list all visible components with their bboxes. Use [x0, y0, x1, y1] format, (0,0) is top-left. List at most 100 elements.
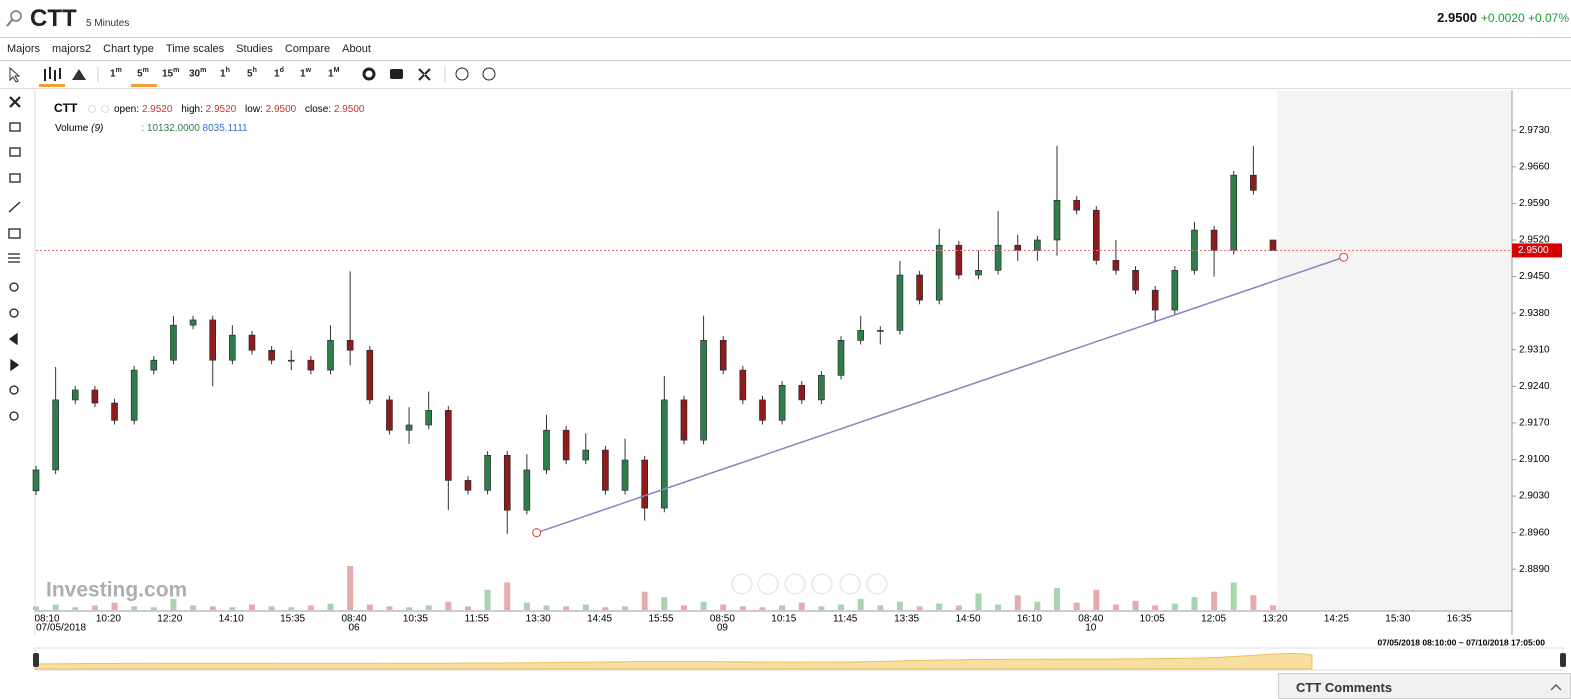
x-tick-label: 16:10 [1017, 614, 1042, 625]
settings[interactable] [362, 67, 376, 81]
timeframe-button[interactable]: 1w [300, 67, 311, 79]
timeframe-button[interactable]: 1h [220, 67, 230, 79]
tool[interactable] [9, 173, 21, 183]
legend-symbol: CTT [54, 101, 78, 115]
eye-icon[interactable] [88, 105, 96, 113]
volume-bar [484, 589, 491, 610]
y-tick-label: 2.9310 [1519, 344, 1550, 355]
timeframe-button[interactable]: 30m [189, 67, 206, 79]
menu-item[interactable]: Majors [7, 43, 41, 55]
tool[interactable] [9, 147, 21, 157]
timeframe-button[interactable]: 5h [247, 67, 257, 79]
volume-bar [327, 603, 334, 610]
volume-bar [170, 599, 177, 610]
trendline-handle [532, 528, 542, 538]
active-marker [39, 84, 65, 87]
timeframe-button[interactable]: 15m [162, 67, 179, 79]
timeframe-number: 30 [189, 68, 201, 80]
volume-bar [739, 606, 746, 610]
tool[interactable] [8, 332, 18, 346]
tool[interactable] [9, 411, 19, 421]
area-type[interactable] [72, 69, 86, 80]
timeframe-number: 1 [220, 68, 226, 80]
search-icon[interactable] [4, 8, 26, 30]
menu-bar: Majors majors2 Chart type Time scales Studie… [0, 38, 1571, 61]
x-tick-label: 15:30 [1385, 614, 1410, 625]
candle-body [994, 244, 1002, 271]
menu-item[interactable]: Studies [236, 43, 273, 55]
fullscreen[interactable] [418, 68, 431, 81]
comments-bar[interactable]: CTT Comments [1278, 673, 1571, 699]
volume-bar [1171, 603, 1178, 610]
navigator-handle[interactable] [33, 653, 39, 667]
timeframe-unit: d [279, 67, 284, 74]
label: Volume [55, 123, 89, 134]
navigator-handle[interactable] [1560, 653, 1566, 667]
tool-fib[interactable] [8, 253, 20, 263]
timeframe-unit: m [142, 67, 149, 74]
symbol: CTT [30, 5, 77, 32]
volume-bar [91, 605, 98, 610]
volume-bar [543, 605, 550, 610]
timeframe-unit: m [173, 67, 180, 74]
tool[interactable] [9, 385, 19, 395]
tool-close[interactable] [9, 96, 21, 108]
pager-dot[interactable] [839, 573, 861, 595]
x-tick-date: 09 [717, 623, 729, 634]
pager-dot[interactable] [757, 573, 779, 595]
save[interactable] [455, 67, 469, 81]
settings-icon[interactable] [101, 105, 109, 113]
pager-dot[interactable] [731, 573, 753, 595]
timeframe-button[interactable]: 5m [137, 67, 149, 79]
x-tick-label: 16:35 [1447, 614, 1472, 625]
tool[interactable] [9, 308, 19, 318]
menu-item[interactable]: Time scales [165, 43, 225, 55]
pointer-tool[interactable] [9, 66, 21, 83]
candle-body [680, 399, 688, 441]
timeframe-button[interactable]: 1m [110, 67, 122, 79]
menu-item[interactable]: About [342, 43, 371, 55]
tool[interactable] [9, 282, 19, 292]
candle-body [1014, 244, 1022, 251]
candle-body [150, 359, 158, 371]
volume-bar [896, 601, 903, 610]
candle-body [1092, 209, 1100, 261]
pager-dot[interactable] [811, 573, 833, 595]
candles-type[interactable] [44, 67, 61, 81]
timeframe-button[interactable]: 1M [328, 67, 339, 79]
change: +0.0020 +0.07% [1480, 11, 1569, 25]
candle-body [719, 340, 727, 371]
tool[interactable] [10, 358, 20, 372]
pager-dot[interactable] [784, 573, 806, 595]
candle-body [32, 469, 40, 492]
volume-bar [1211, 591, 1218, 610]
menu-item[interactable]: Chart type [103, 43, 154, 55]
timeframe-button[interactable]: 1d [274, 67, 284, 79]
load[interactable] [482, 67, 496, 81]
candle-body [425, 410, 432, 426]
volume-bar [190, 605, 197, 610]
navigator-area [34, 652, 1313, 670]
active-marker [131, 84, 157, 87]
caret[interactable] [1550, 683, 1562, 691]
volume-bar [818, 606, 825, 610]
x-tick-label: 15:55 [648, 614, 673, 625]
menu-item[interactable]: majors2 [52, 43, 92, 55]
last-price-box [1512, 243, 1562, 258]
volume-bar [1014, 595, 1021, 610]
candle-body [818, 375, 825, 401]
tool[interactable] [9, 122, 21, 132]
camera[interactable] [390, 69, 403, 79]
x-tick-label: 14:25 [1324, 614, 1349, 625]
volume-bar [288, 607, 295, 610]
tool-line[interactable] [8, 201, 21, 213]
volume-bar [268, 606, 275, 610]
pager-dot[interactable] [866, 573, 888, 595]
menu-item[interactable]: Compare [284, 43, 331, 55]
tool-rect[interactable] [8, 228, 21, 239]
y-tick-label: 2.8890 [1519, 564, 1550, 575]
x-tick-date: 07/05/2018 [36, 623, 86, 634]
volume-bar [347, 566, 354, 610]
pager [731, 573, 888, 595]
volume-bar [1250, 595, 1257, 610]
